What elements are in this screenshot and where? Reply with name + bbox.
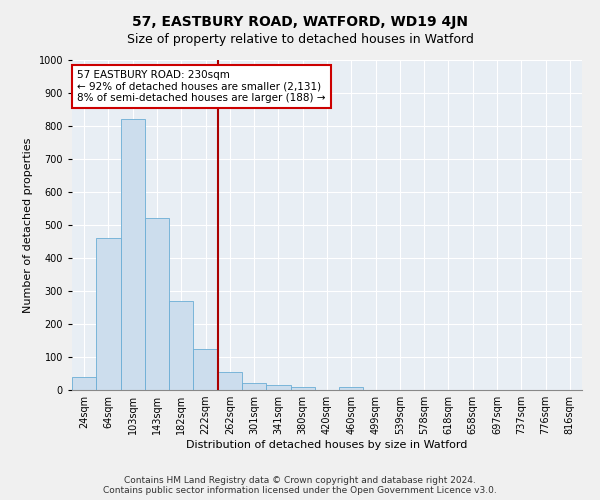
Bar — [266, 386, 290, 390]
Bar — [218, 372, 242, 390]
Text: 57, EASTBURY ROAD, WATFORD, WD19 4JN: 57, EASTBURY ROAD, WATFORD, WD19 4JN — [132, 15, 468, 29]
Bar — [290, 386, 315, 390]
Bar — [339, 386, 364, 390]
Bar — [72, 377, 96, 390]
Bar — [145, 218, 169, 390]
Y-axis label: Number of detached properties: Number of detached properties — [23, 138, 33, 312]
Bar — [242, 382, 266, 390]
Bar — [193, 349, 218, 390]
Bar — [96, 238, 121, 390]
Bar — [169, 301, 193, 390]
Text: Contains HM Land Registry data © Crown copyright and database right 2024.
Contai: Contains HM Land Registry data © Crown c… — [103, 476, 497, 495]
Text: 57 EASTBURY ROAD: 230sqm
← 92% of detached houses are smaller (2,131)
8% of semi: 57 EASTBURY ROAD: 230sqm ← 92% of detach… — [77, 70, 326, 103]
Bar — [121, 120, 145, 390]
Text: Size of property relative to detached houses in Watford: Size of property relative to detached ho… — [127, 32, 473, 46]
X-axis label: Distribution of detached houses by size in Watford: Distribution of detached houses by size … — [187, 440, 467, 450]
